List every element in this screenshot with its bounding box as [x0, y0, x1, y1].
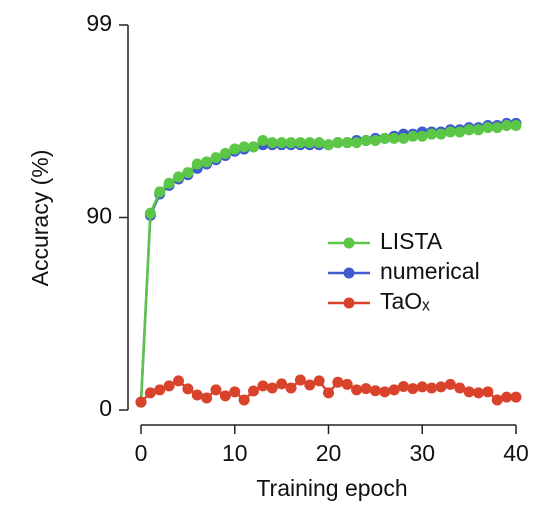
- point: [323, 139, 334, 151]
- point: [369, 135, 381, 146]
- point: [163, 177, 175, 189]
- point: [173, 171, 184, 183]
- point: [426, 382, 438, 394]
- point: [219, 147, 231, 159]
- point: [360, 135, 372, 146]
- point: [323, 387, 334, 399]
- point: [510, 120, 522, 132]
- legend-label: numerical: [380, 258, 480, 284]
- point: [144, 387, 156, 399]
- point: [435, 381, 447, 393]
- point: [388, 384, 400, 396]
- point: [276, 137, 288, 149]
- point: [313, 137, 325, 149]
- point: [501, 391, 513, 403]
- point: [229, 143, 241, 155]
- legend-marker: [343, 237, 355, 249]
- point: [463, 124, 475, 136]
- point: [154, 186, 166, 198]
- y-axis-label: Accuracy (%): [27, 150, 53, 287]
- point: [163, 380, 175, 392]
- point: [491, 122, 503, 134]
- point: [285, 137, 297, 149]
- point: [182, 167, 194, 179]
- point: [238, 141, 250, 153]
- point: [257, 380, 269, 392]
- point: [341, 378, 353, 390]
- point: [313, 375, 325, 387]
- point: [144, 207, 156, 219]
- point: [154, 384, 166, 396]
- legend-label: LISTA: [380, 228, 443, 254]
- point: [473, 387, 484, 399]
- point: [135, 396, 147, 408]
- point: [369, 385, 381, 397]
- point: [191, 389, 203, 401]
- point: [416, 381, 428, 393]
- point: [266, 382, 278, 394]
- point: [379, 132, 391, 144]
- point: [388, 132, 400, 144]
- point: [304, 137, 316, 149]
- point: [416, 130, 428, 142]
- legend-label: TaOₓ: [380, 288, 430, 314]
- point: [285, 382, 297, 394]
- point: [435, 128, 447, 140]
- point: [510, 391, 522, 403]
- x-tick-label: 30: [409, 440, 435, 466]
- point: [210, 384, 222, 396]
- point: [351, 137, 363, 149]
- point: [454, 126, 466, 138]
- point: [501, 120, 513, 132]
- point: [351, 384, 363, 396]
- x-tick-label: 0: [135, 440, 148, 466]
- point: [248, 141, 259, 153]
- point: [379, 386, 391, 398]
- point: [191, 158, 203, 170]
- point: [248, 385, 259, 397]
- point: [407, 383, 419, 395]
- point: [407, 130, 419, 142]
- point: [473, 124, 484, 136]
- point: [276, 378, 288, 390]
- x-tick-label: 10: [222, 440, 248, 466]
- point: [332, 376, 344, 388]
- point: [426, 128, 438, 140]
- point: [482, 386, 494, 398]
- point: [238, 394, 250, 406]
- point: [294, 137, 306, 149]
- point: [304, 379, 316, 391]
- point: [257, 135, 269, 146]
- point: [219, 390, 231, 402]
- point: [444, 378, 456, 390]
- point: [491, 394, 503, 406]
- point: [294, 374, 306, 386]
- point: [463, 386, 475, 398]
- point: [210, 152, 222, 164]
- point: [341, 137, 353, 149]
- point: [444, 126, 456, 138]
- point: [332, 137, 344, 149]
- point: [266, 137, 278, 149]
- point: [201, 392, 213, 404]
- point: [398, 380, 409, 392]
- point: [229, 386, 241, 398]
- y-tick-label: 99: [86, 10, 112, 36]
- legend-marker: [343, 267, 355, 279]
- point: [360, 383, 372, 395]
- x-axis-label: Training epoch: [256, 475, 407, 501]
- y-tick-label: 90: [86, 203, 112, 229]
- point: [182, 383, 194, 395]
- point: [454, 382, 466, 394]
- legend-marker: [343, 297, 355, 309]
- point: [173, 375, 184, 387]
- y-tick-label: 0: [99, 395, 112, 421]
- x-tick-label: 20: [316, 440, 342, 466]
- x-tick-label: 40: [503, 440, 529, 466]
- point: [482, 122, 494, 134]
- point: [201, 156, 213, 168]
- point: [398, 132, 409, 144]
